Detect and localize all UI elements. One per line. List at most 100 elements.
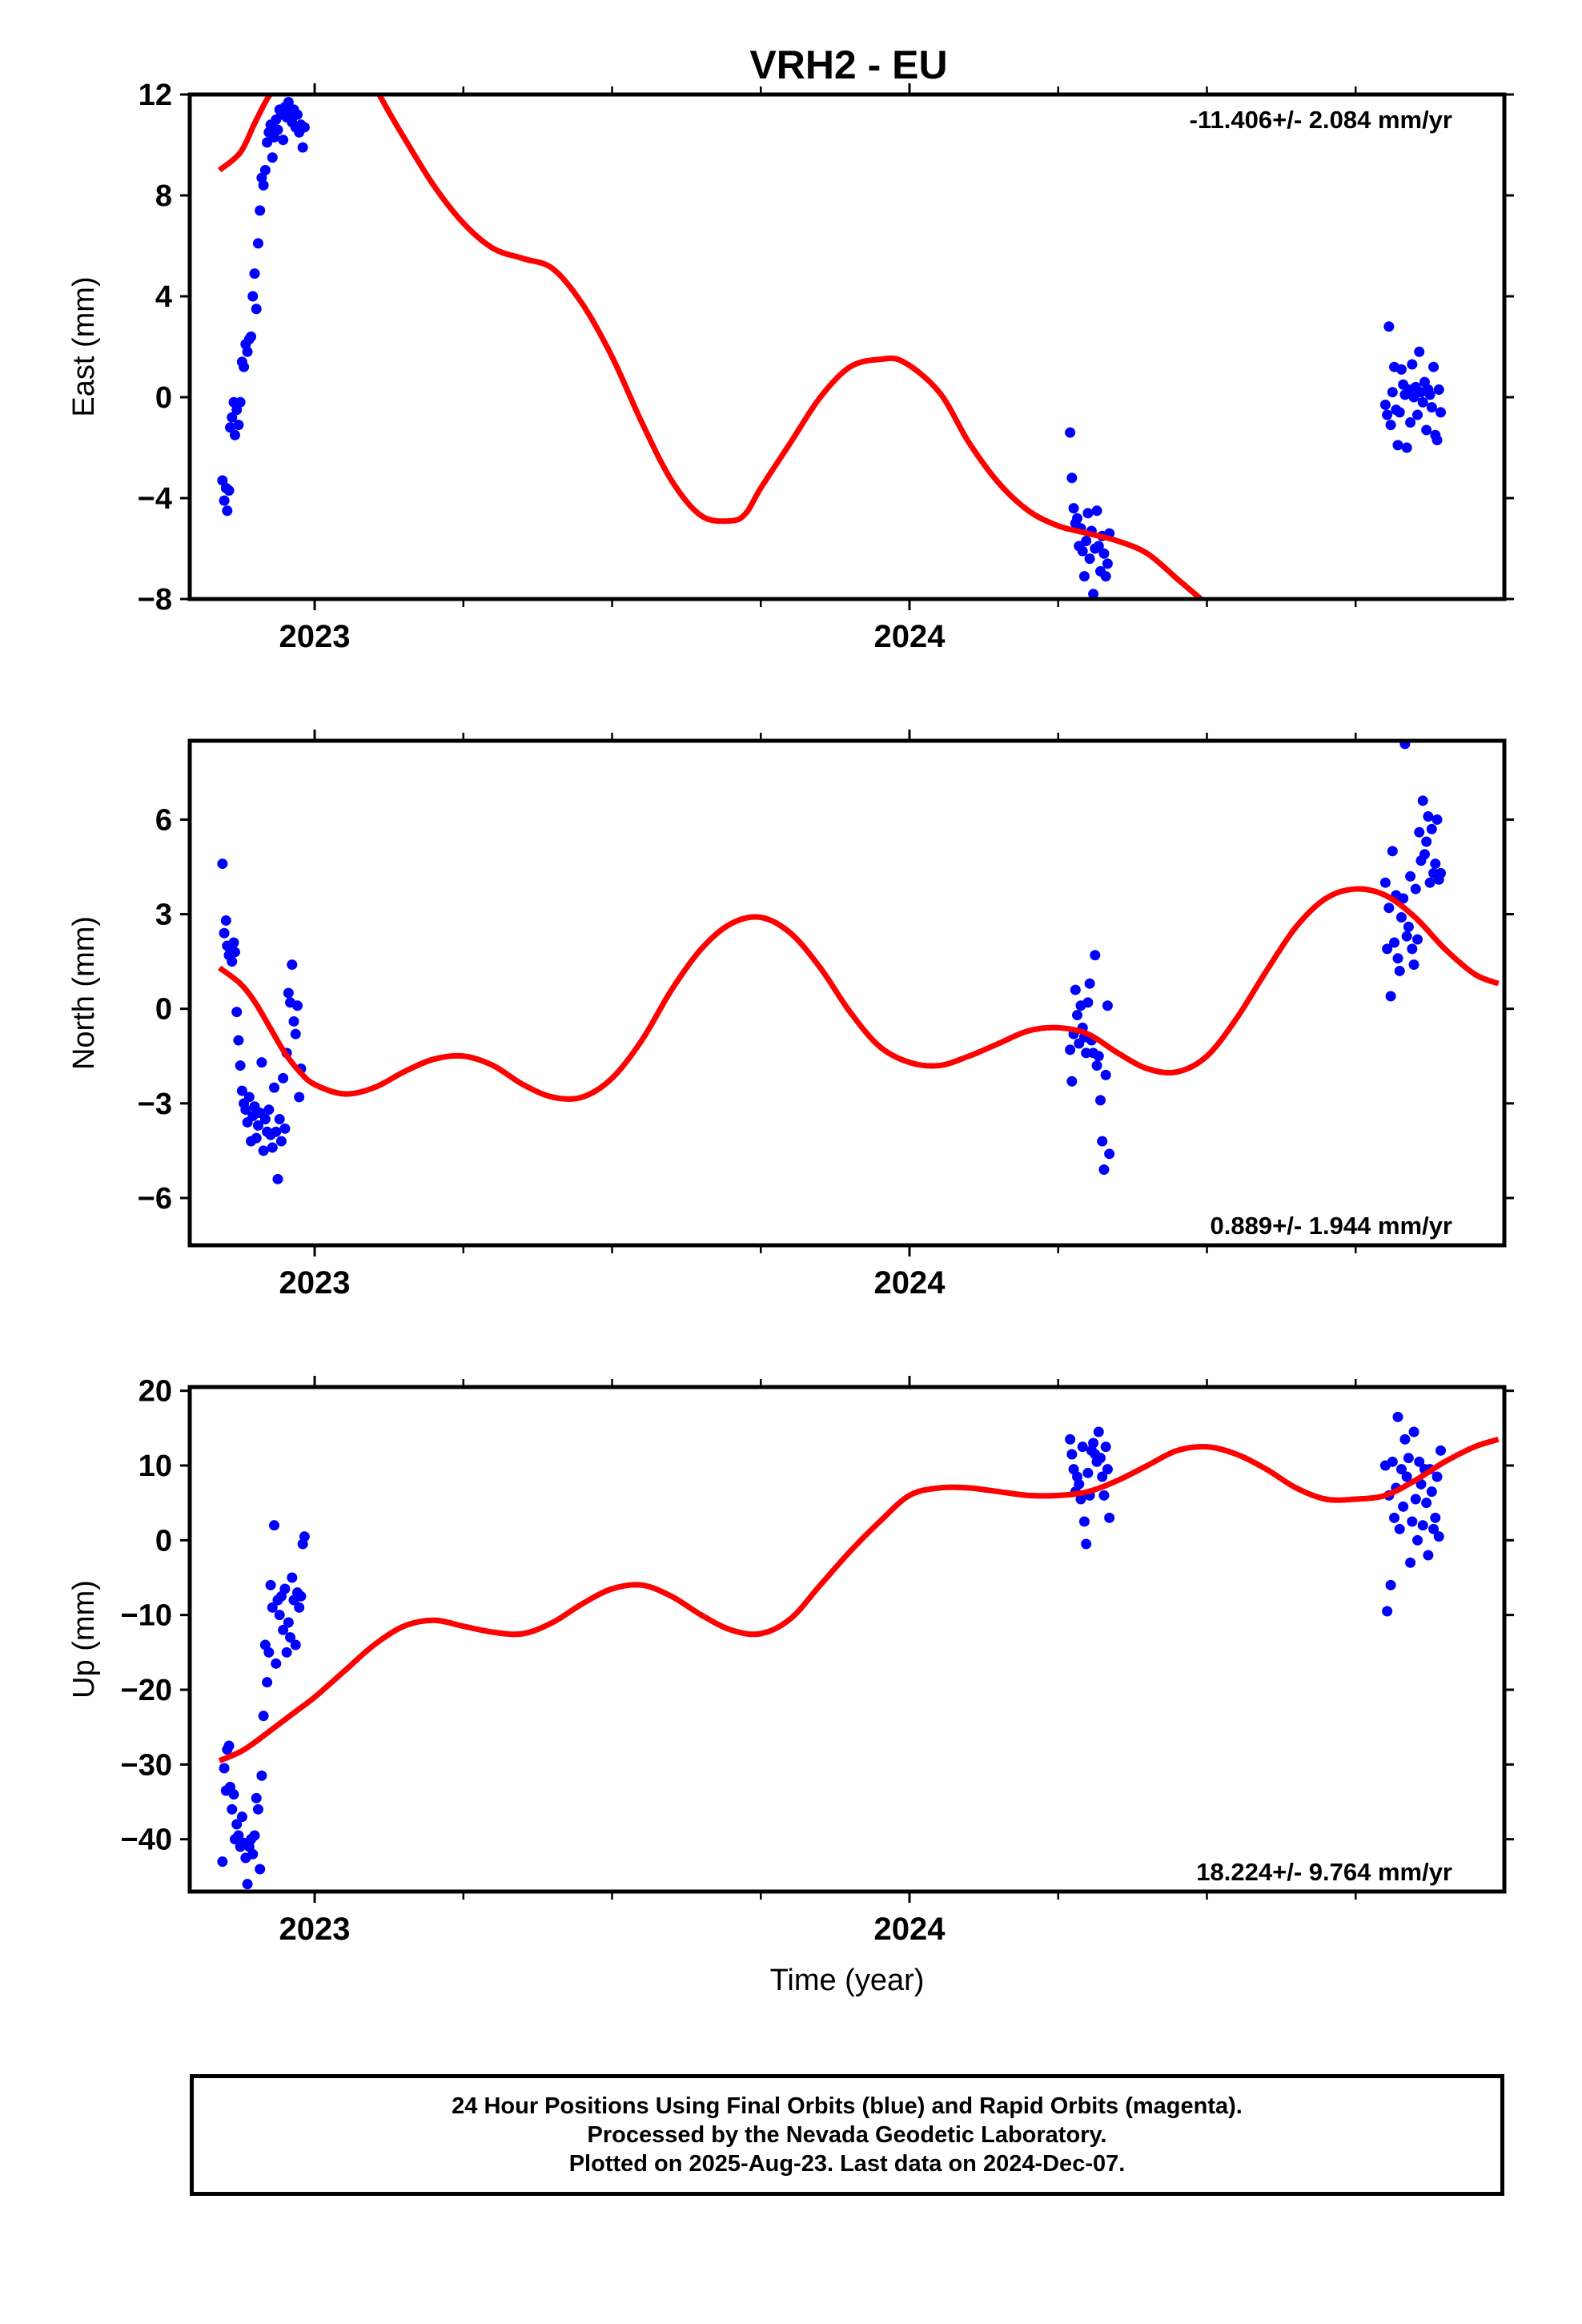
model-curve — [218, 1436, 1500, 1763]
data-point — [1070, 984, 1081, 995]
data-point — [1098, 1164, 1110, 1175]
data-point — [1412, 1534, 1423, 1546]
data-point — [1430, 858, 1441, 870]
data-point — [228, 1789, 239, 1800]
y-tick-label: −10 — [121, 1599, 172, 1633]
data-point — [265, 1579, 276, 1590]
data-point — [278, 1624, 289, 1635]
data-point — [225, 422, 236, 433]
data-point — [287, 1572, 298, 1583]
data-point — [1066, 1076, 1078, 1087]
data-point — [1081, 536, 1092, 547]
data-point — [1077, 545, 1088, 557]
data-point — [236, 1085, 247, 1096]
rate-label: 18.224+/- 9.764 mm/yr — [1196, 1858, 1452, 1886]
data-point — [255, 205, 266, 216]
data-point — [1098, 548, 1110, 559]
data-point — [1090, 950, 1101, 961]
north-panel: −6 −3 0 3 6 2023 2024 North (mm) 0.889+/- 1.944 … — [67, 730, 1514, 1301]
data-point — [288, 1015, 299, 1027]
data-point — [269, 1520, 280, 1531]
data-point — [242, 346, 253, 357]
data-point — [1088, 1437, 1099, 1449]
data-points — [217, 741, 1447, 1184]
up-panel: −40 −30 −20 −10 0 10 20 2023 2024 Up (mm) 18.224+/… — [67, 1375, 1514, 1947]
data-point — [1392, 440, 1403, 451]
data-point — [1394, 965, 1405, 976]
data-points — [217, 1411, 1447, 1890]
data-point — [219, 495, 230, 506]
data-point — [1408, 1426, 1419, 1437]
data-point — [1379, 399, 1391, 410]
data-point — [252, 1120, 263, 1131]
data-point — [223, 1740, 235, 1751]
data-point — [1431, 1471, 1443, 1482]
data-point — [227, 412, 238, 423]
data-point — [1100, 1441, 1111, 1453]
data-point — [1410, 883, 1421, 895]
data-point — [1095, 1453, 1106, 1464]
data-point — [267, 1602, 278, 1613]
data-point — [1385, 1579, 1396, 1590]
data-point — [274, 1114, 285, 1124]
data-point — [279, 1583, 291, 1594]
data-point — [1403, 921, 1414, 932]
data-point — [1395, 1464, 1407, 1475]
y-tick-label: −3 — [138, 1088, 172, 1121]
data-point — [231, 1007, 243, 1018]
data-point — [251, 304, 262, 315]
y-tick-label: 0 — [155, 381, 172, 415]
data-point — [1088, 589, 1099, 599]
data-point — [1417, 795, 1428, 806]
data-point — [1399, 741, 1411, 750]
data-point — [1423, 1550, 1434, 1561]
data-point — [285, 1632, 296, 1643]
data-point — [290, 1639, 301, 1651]
data-point — [1068, 503, 1079, 514]
data-point — [1392, 1411, 1403, 1422]
chart-title: VRH2 - EU — [749, 42, 947, 87]
data-point — [1412, 934, 1423, 945]
y-tick-label: 3 — [155, 899, 172, 932]
y-tick-label: 20 — [139, 1375, 172, 1409]
caption-line-1: 24 Hour Positions Using Final Orbits (bl… — [452, 2093, 1243, 2119]
y-tick-label: 6 — [155, 803, 172, 837]
data-point — [1093, 1051, 1104, 1062]
data-point — [1389, 1512, 1400, 1523]
data-point — [295, 1590, 307, 1602]
data-point — [252, 1803, 263, 1815]
data-point — [249, 1830, 260, 1841]
data-point — [1414, 1456, 1425, 1467]
data-point — [272, 124, 283, 135]
data-point — [1382, 1606, 1393, 1617]
data-point — [1405, 1557, 1416, 1568]
rate-label: 0.889+/- 1.944 mm/yr — [1211, 1212, 1452, 1240]
data-point — [263, 1647, 275, 1658]
data-point — [1410, 1494, 1421, 1505]
data-point — [1066, 472, 1078, 484]
data-point — [251, 1132, 262, 1144]
data-point — [1081, 1047, 1092, 1059]
data-point — [299, 122, 310, 133]
data-point — [1077, 1441, 1088, 1453]
data-point — [1072, 513, 1083, 524]
data-point — [1379, 877, 1391, 888]
data-point — [256, 1057, 267, 1068]
data-point — [233, 1035, 244, 1046]
data-point — [271, 1658, 282, 1669]
data-point — [1093, 541, 1104, 552]
y-axis-label: North (mm) — [67, 916, 101, 1070]
data-point — [1428, 1523, 1439, 1534]
data-point — [1423, 811, 1434, 822]
data-point — [287, 959, 298, 971]
data-point — [1435, 867, 1447, 879]
data-point — [1426, 823, 1437, 834]
data-point — [1382, 943, 1393, 955]
data-point — [1424, 877, 1435, 888]
data-point — [1407, 943, 1418, 955]
x-tick-label: 2024 — [874, 619, 946, 654]
data-point — [1433, 1531, 1444, 1542]
x-tick-label: 2023 — [279, 1265, 351, 1301]
data-point — [252, 238, 263, 249]
data-point — [1093, 1426, 1104, 1437]
